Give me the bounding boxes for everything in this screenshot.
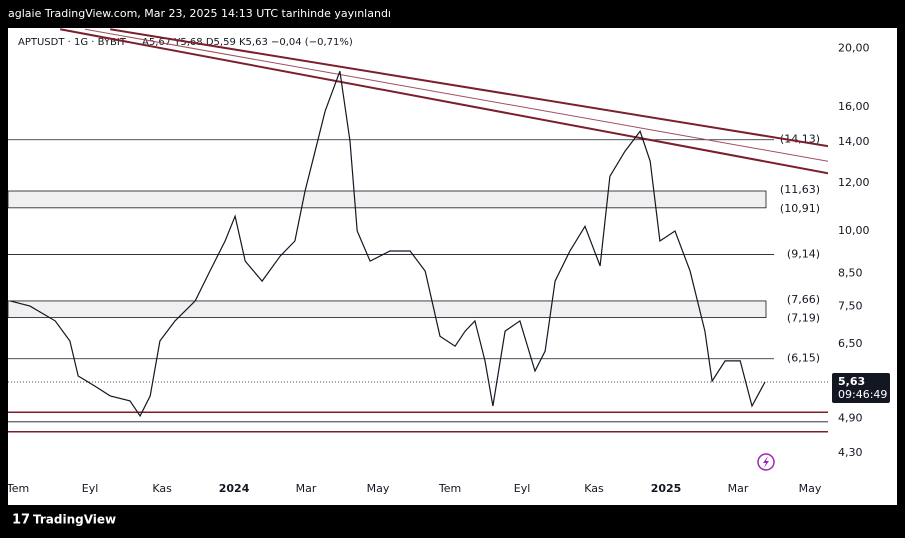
brand-logo: 17 (12, 513, 30, 528)
x-tick-label: Eyl (82, 482, 99, 495)
y-tick-label: 20,00 (838, 41, 870, 54)
y-tick-label: 4,90 (838, 412, 863, 425)
x-tick-label: 2025 (651, 482, 682, 495)
symbol: APTUSDT · 1G · BYBIT (18, 37, 127, 48)
zone-bottom-label: (10,91) (780, 202, 820, 215)
zone-top-label: (11,63) (780, 183, 820, 196)
publish-text: aglaie TradingView.com, Mar 23, 2025 14:… (8, 7, 391, 20)
trendline (84, 28, 828, 162)
x-tick-label: Kas (584, 482, 604, 495)
x-tick-label: Eyl (514, 482, 531, 495)
y-tick-label: 12,00 (838, 176, 870, 189)
countdown: 09:46:49 (838, 388, 887, 401)
alert-bolt (763, 456, 769, 468)
x-tick-label: May (367, 482, 390, 495)
x-tick-label: Kas (152, 482, 172, 495)
x-tick-label: Mar (728, 482, 749, 495)
y-tick-label: 6,50 (838, 337, 863, 350)
x-tick-label: Tem (6, 482, 29, 495)
zone (7, 300, 767, 319)
y-tick-label: 16,00 (838, 100, 870, 113)
chart-area (8, 28, 897, 505)
level-label: (9,14) (787, 247, 820, 260)
last-price-box (832, 373, 890, 404)
level-label: (6,15) (787, 352, 820, 365)
ohlc: A5,67 Y5,68 D5,59 K5,63 −0,04 (−0,71%) (142, 37, 353, 48)
trendline (60, 28, 828, 175)
y-tick-label: 7,50 (838, 299, 863, 312)
brand: TradingView (33, 513, 116, 527)
x-tick-label: Mar (296, 482, 317, 495)
alert-icon[interactable] (757, 453, 775, 471)
zone-top-label: (7,66) (787, 293, 820, 306)
trendline (110, 28, 828, 148)
zone (7, 190, 767, 209)
last-price-label: 5,63 (838, 375, 865, 388)
y-tick-label: 8,50 (838, 267, 863, 280)
price-line (10, 70, 766, 418)
x-tick-label: 2024 (219, 482, 250, 495)
plot: (11,63)(10,91)(7,66)(7,19)(14,13)(9,14)(… (6, 28, 890, 495)
x-tick-label: May (799, 482, 822, 495)
x-tick-label: Tem (438, 482, 461, 495)
y-tick-label: 4,30 (838, 446, 863, 459)
y-tick-label: 14,00 (838, 135, 870, 148)
zone-bottom-label: (7,19) (787, 312, 820, 325)
y-tick-label: 10,00 (838, 224, 870, 237)
